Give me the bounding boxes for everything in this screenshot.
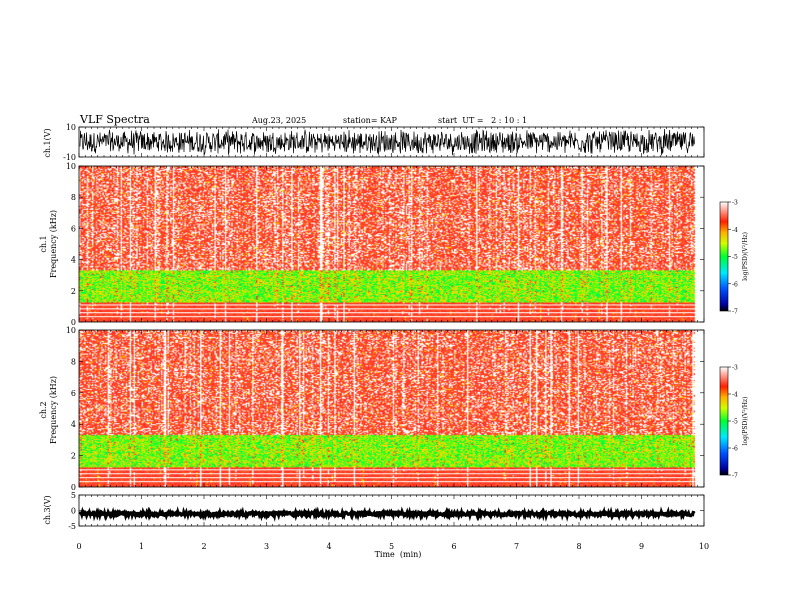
y-tick-label: -10 (63, 153, 76, 162)
x-tick-label: 6 (451, 542, 456, 551)
ch1-waveform-ylabel: ch.1(V) (43, 128, 52, 157)
x-tick-label: 7 (514, 542, 519, 551)
x-tick-label: 2 (201, 542, 206, 551)
colorbar-tick-label: -3 (732, 365, 738, 372)
ch2-spectrogram-ylabel-1: ch.2 (39, 401, 48, 418)
colorbar-tick-label: -3 (732, 200, 738, 207)
y-tick-label: 4 (71, 256, 76, 265)
ch1-waveform-trace (79, 128, 695, 156)
ch2-colorbar: -3 -4 -5 -6 -7 log(PSD)(V²/Hz) (719, 365, 749, 480)
y-tick-label: -5 (68, 522, 76, 531)
x-tick-label: 3 (264, 542, 269, 551)
y-tick-label: 5 (71, 491, 76, 500)
colorbar-tick-label: -6 (732, 281, 738, 288)
ch1-spectrogram-ylabel-2: Frequency (kHz) (49, 210, 58, 278)
ch1-waveform-panel: 10 -10 (63, 123, 705, 162)
y-tick-label: 10 (66, 326, 76, 335)
colorbar-tick-label: -7 (732, 473, 738, 480)
colorbar-tick-label: -4 (732, 227, 738, 234)
colorbar-scale (719, 366, 729, 476)
colorbar-tick-label: -4 (732, 392, 738, 399)
y-tick-label: 8 (71, 193, 76, 202)
y-tick-label: 6 (71, 389, 76, 398)
colorbar-label: log(PSD)(V²/Hz) (742, 232, 749, 281)
ch3-waveform-ylabel: ch.3(V) (43, 495, 52, 524)
y-tick-label: 10 (66, 162, 76, 171)
y-tick-label: 4 (71, 420, 76, 429)
colorbar-tick-label: -7 (732, 309, 738, 316)
colorbar-tick-label: -5 (732, 254, 738, 261)
date-label: Aug.23, 2025 (251, 116, 306, 125)
ch1-spectrogram-ylabel-1: ch.1 (39, 235, 48, 252)
colorbar-tick-label: -5 (732, 419, 738, 426)
spectrogram-image (79, 166, 704, 322)
spectrogram-image (79, 330, 704, 487)
x-tick-label: 9 (639, 542, 644, 551)
station-label: station= KAP (343, 116, 398, 125)
x-tick-label: 10 (699, 542, 709, 551)
ch2-spectrogram-panel: 0 2 4 6 8 10 (66, 326, 705, 492)
x-tick-label: 5 (389, 542, 394, 551)
x-tick-label: 8 (576, 542, 581, 551)
ch1-colorbar: -3 -4 -5 -6 -7 log(PSD)(V²/Hz) (719, 200, 749, 316)
y-tick-label: 2 (71, 452, 76, 461)
x-tick-label: 4 (326, 542, 331, 551)
colorbar-scale (719, 201, 729, 312)
ch3-waveform-panel: 5 0 -5 (68, 491, 705, 531)
start-time-label: start UT = 2 : 10 : 1 (438, 116, 527, 125)
x-tick-label: 0 (76, 542, 81, 551)
y-tick-label: 0 (71, 318, 76, 327)
x-tick-label: 1 (139, 542, 144, 551)
y-tick-label: 8 (71, 357, 76, 366)
colorbar-tick-label: -6 (732, 446, 738, 453)
y-tick-label: 10 (66, 123, 76, 132)
ch1-spectrogram-panel: 0 2 4 6 8 10 (66, 162, 705, 327)
x-axis-label: Time (min) (375, 550, 422, 559)
colorbar-label: log(PSD)(V²/Hz) (742, 397, 749, 446)
y-tick-label: 0 (71, 483, 76, 492)
ch2-spectrogram-ylabel-2: Frequency (kHz) (49, 376, 58, 444)
y-tick-label: 0 (71, 507, 76, 516)
figure-title: VLF Spectra (79, 113, 150, 126)
y-tick-label: 6 (71, 224, 76, 233)
x-tick-labels: 0 1 2 3 4 5 6 7 8 9 10 (76, 542, 709, 551)
ch3-waveform-trace (78, 506, 696, 522)
y-tick-label: 2 (71, 287, 76, 296)
